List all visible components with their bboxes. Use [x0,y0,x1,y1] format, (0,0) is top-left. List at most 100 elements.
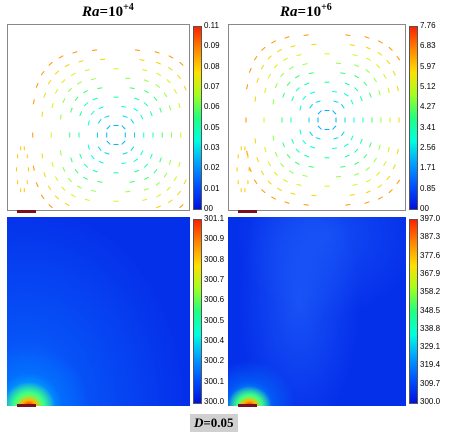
velocity-vector [352,54,358,57]
velocity-vector [284,201,290,204]
heater-strip [17,404,36,407]
colorbar-tick-label: 7.76 [420,21,436,30]
colorbar-temperature-ra-1e6 [409,219,418,404]
velocity-vector [261,46,266,51]
velocity-vector [48,61,53,66]
velocity-vector [142,198,148,201]
velocity-vector [32,99,35,105]
velocity-vector [376,171,381,176]
velocity-vector [177,74,182,80]
velocity-vector [76,81,82,85]
heater-strip [238,210,257,213]
colorbar-tick-label: 6.83 [420,41,436,51]
velocity-vector [340,72,346,75]
velocity-vector [256,157,259,163]
velocity-vector [383,73,387,79]
velocity-vector [178,103,181,109]
velocity-vector [155,84,161,89]
colorbar-tick-label: 358.2 [420,287,441,297]
velocity-vector [315,137,321,140]
velocity-vector [277,187,282,192]
velocity-vector [353,172,360,176]
velocity-vector [359,138,363,144]
velocity-vector [143,163,149,168]
velocity-vector [70,107,73,113]
velocity-vector [299,105,302,111]
velocity-vector [369,92,372,98]
colorbar-tick-label: 309.7 [420,378,441,388]
colorbar-tick-label: 300.8 [204,254,225,264]
velocity-vector [271,40,277,44]
velocity-vector [121,105,127,108]
velocity-vector [274,151,278,157]
velocity-vector [133,158,139,163]
velocity-vector [83,102,89,107]
velocity-vector [246,84,249,90]
velocity-vector [129,180,135,183]
velocity-vector [129,87,135,90]
velocity-vector [354,74,360,79]
velocity-vector [377,196,383,200]
velocity-vector [54,70,60,75]
velocity-vector [264,146,267,152]
velocity-vector [302,95,307,101]
velocity-vector [349,194,355,196]
velocity-vector [87,120,90,126]
velocity-vector [248,167,252,173]
velocity-vector [392,70,396,76]
colorbar-tick-label: 0.02 [204,163,220,173]
velocity-vector [253,179,258,185]
velocity-vector [54,195,60,200]
velocity-vector [378,144,381,150]
colorbar-tick-label: 300.4 [204,336,225,345]
velocity-vector [178,161,181,167]
title-ra-1e4: Ra=10+4 [82,2,134,20]
velocity-vector [387,146,390,152]
velocity-vector [140,114,144,120]
velocity-vector [97,146,102,152]
velocity-vector [143,79,149,83]
velocity-vector [364,201,370,204]
velocity-vector [302,139,307,145]
velocity-vector [78,60,84,63]
colorbar-tick-label: 4.27 [420,102,436,112]
colorbar-tick-label: 0.08 [204,61,220,71]
velocity-vector [168,159,172,165]
velocity-vector [47,79,52,85]
velocity-vector [302,174,308,177]
velocity-vector [154,51,160,54]
velocity-vector [291,96,295,102]
velocity-plot-ra-1e4 [7,24,190,211]
velocity-vector [41,111,44,117]
velocity-vector [332,90,338,93]
colorbar-tick-label: 0.01 [204,183,220,193]
colorbar-tick-label: 300.1 [204,376,225,386]
velocity-vector [295,87,300,92]
velocity-vector [40,70,45,76]
velocity-vector [377,51,383,56]
velocity-vector [309,103,314,109]
heater-strip [238,404,257,407]
velocity-vector [51,161,54,167]
velocity-vector [83,89,88,94]
velocity-vector [387,88,390,94]
velocity-vector [271,196,277,200]
velocity-vector [352,183,358,186]
colorbar-tick-label: 0.07 [204,82,220,91]
velocity-vector [282,92,285,98]
colorbar-tick-label: 2.56 [420,143,436,152]
velocity-vector [388,46,393,51]
velocity-vector [288,170,294,174]
velocity-vector [179,61,184,66]
velocity-vector [354,161,360,166]
colorbar-tick-label: 387.3 [420,232,441,242]
velocity-vector [121,140,126,145]
velocity-vector [143,187,149,191]
velocity-vector [133,107,139,112]
velocity-vector [273,171,278,176]
velocity-vector [369,142,372,148]
velocity-vector [142,69,148,72]
velocity-vector [274,83,278,89]
velocity-vector [144,176,149,181]
velocity-vector [267,180,272,185]
